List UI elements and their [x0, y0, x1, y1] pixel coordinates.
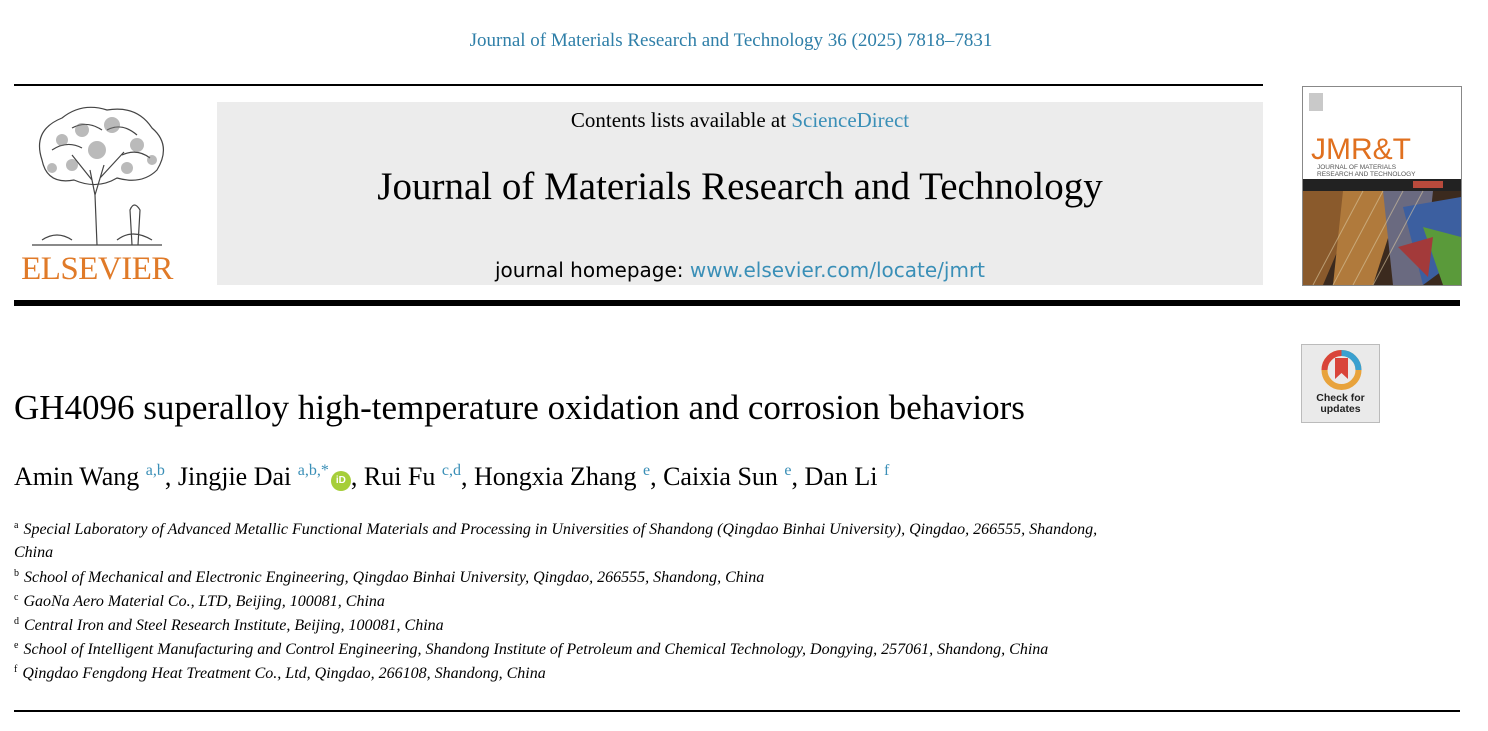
affiliation-text: School of Intelligent Manufacturing and …: [23, 641, 1049, 658]
cover-art: JMR&T JOURNAL OF MATERIALS RESEARCH AND …: [1303, 87, 1461, 285]
author-affiliation-marks[interactable]: e: [784, 462, 792, 479]
crossmark-line-1: Check for: [1316, 392, 1365, 404]
author[interactable]: Rui Fu c,d: [364, 462, 461, 491]
author-name[interactable]: Jingjie Dai: [177, 462, 292, 491]
author-name[interactable]: Hongxia Zhang: [474, 462, 637, 491]
affiliation-c: c GaoNa Aero Material Co., LTD, Beijing, …: [14, 592, 385, 611]
author-name[interactable]: Dan Li: [804, 462, 878, 491]
author-name[interactable]: Rui Fu: [363, 462, 436, 491]
author[interactable]: Caixia Sun e: [663, 462, 791, 491]
crossmark-line-2: updates: [1320, 403, 1361, 415]
journal-citation[interactable]: Journal of Materials Research and Techno…: [469, 30, 993, 51]
contents-prefix: Contents lists available at: [570, 108, 787, 132]
affiliation-a: a Special Laboratory of Advanced Metallic…: [14, 520, 1097, 539]
orcid-icon[interactable]: iD: [330, 471, 351, 491]
affiliation-text: GaoNa Aero Material Co., LTD, Beijing, 1…: [23, 593, 385, 610]
author[interactable]: Amin Wang a,b: [14, 462, 165, 491]
affiliation-text-continued: China: [14, 544, 54, 561]
crossmark-label: Check for updates: [1302, 393, 1379, 415]
author[interactable]: Dan Li f: [805, 462, 890, 491]
contents-line: Contents lists available at ScienceDirec…: [217, 108, 1263, 133]
affiliation-key: a: [14, 520, 19, 531]
check-for-updates-badge[interactable]: Check for updates: [1301, 344, 1380, 423]
affiliation-text: Special Laboratory of Advanced Metallic …: [23, 521, 1098, 538]
author-affiliation-marks[interactable]: f: [883, 462, 890, 479]
affiliation-e: e School of Intelligent Manufacturing and…: [14, 640, 1048, 659]
affiliation-text: School of Mechanical and Electronic Engi…: [24, 569, 765, 586]
affiliation-f: f Qingdao Fengdong Heat Treatment Co., Lt…: [14, 664, 546, 683]
affiliation-d: d Central Iron and Steel Research Institu…: [14, 616, 444, 635]
affiliation-key: c: [14, 592, 19, 603]
cover-abbrev: JMR&T: [1311, 133, 1411, 166]
author-affiliation-marks[interactable]: a,b,*: [297, 462, 329, 479]
journal-cover-thumbnail[interactable]: JMR&T JOURNAL OF MATERIALS RESEARCH AND …: [1302, 86, 1462, 286]
author-affiliation-marks[interactable]: a,b: [145, 462, 165, 479]
affiliation-key: b: [14, 568, 19, 579]
homepage-line: journal homepage: www.elsevier.com/locat…: [217, 258, 1263, 282]
homepage-link[interactable]: www.elsevier.com/locate/jmrt: [689, 258, 986, 282]
elsevier-wordmark: ELSEVIER: [21, 251, 173, 287]
author-affiliation-marks[interactable]: e: [642, 462, 651, 479]
header-top-rule: [14, 84, 1263, 86]
cover-subtitle-2: RESEARCH AND TECHNOLOGY: [1317, 171, 1416, 178]
author-name[interactable]: Caixia Sun: [663, 462, 778, 491]
cover-subtitle-1: JOURNAL OF MATERIALS: [1317, 164, 1397, 171]
author-name[interactable]: Amin Wang: [14, 462, 140, 491]
author[interactable]: Hongxia Zhang e: [474, 462, 650, 491]
author-affiliation-marks[interactable]: c,d: [441, 462, 461, 479]
crossmark-icon: [1321, 350, 1362, 390]
affiliation-key: d: [14, 616, 19, 627]
author-list: Amin Wang a,b, Jingjie Dai a,b,*iD, Rui …: [14, 462, 890, 491]
affiliations-bottom-rule: [14, 710, 1460, 712]
elsevier-logo[interactable]: ELSEVIER: [12, 100, 182, 290]
article-title: GH4096 superalloy high-temperature oxida…: [14, 388, 1025, 427]
author[interactable]: Jingjie Dai a,b,*iD: [178, 462, 351, 491]
journal-banner: Contents lists available at ScienceDirec…: [217, 102, 1263, 285]
affiliation-key: f: [14, 664, 18, 675]
header-bottom-rule: [14, 300, 1460, 306]
sciencedirect-link[interactable]: ScienceDirect: [791, 108, 910, 132]
affiliation-text: Central Iron and Steel Research Institut…: [24, 617, 444, 634]
affiliation-text: Qingdao Fengdong Heat Treatment Co., Ltd…: [22, 665, 546, 682]
homepage-prefix: journal homepage:: [494, 258, 684, 282]
affiliation-b: b School of Mechanical and Electronic Eng…: [14, 568, 764, 587]
elsevier-tree-icon: [32, 106, 164, 246]
affiliation-key: e: [14, 640, 19, 651]
journal-title: Journal of Materials Research and Techno…: [377, 165, 1103, 208]
